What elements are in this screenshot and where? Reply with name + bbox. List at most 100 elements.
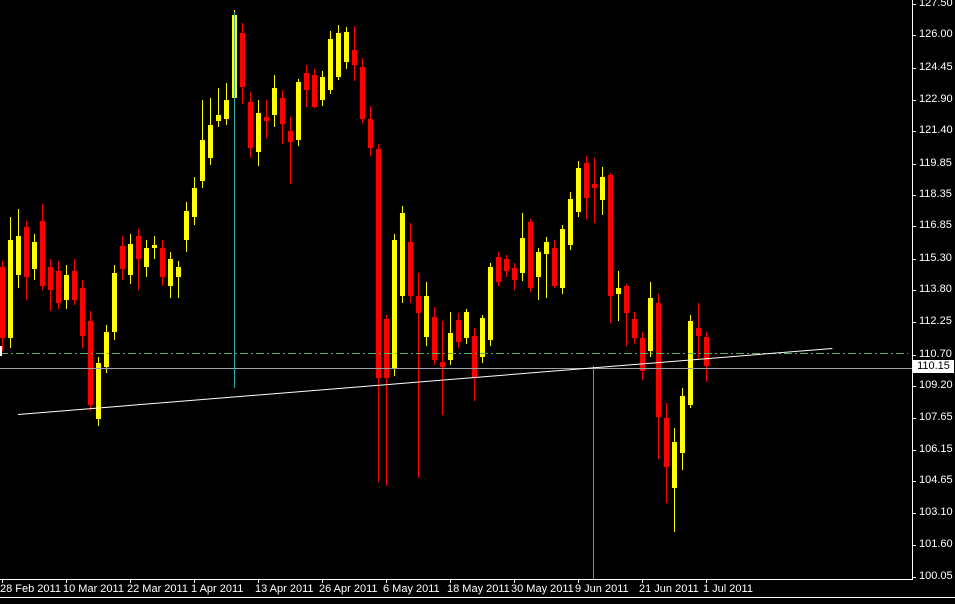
candle-body — [592, 183, 597, 188]
candle-body — [600, 177, 605, 201]
price-axis-tick — [912, 259, 916, 260]
candle-body — [688, 321, 693, 405]
time-axis-tick — [322, 580, 323, 583]
price-axis-label: 115.30 — [919, 252, 952, 264]
candle-body — [72, 271, 77, 301]
time-axis-label: 6 May 2011 — [383, 583, 440, 595]
time-axis-label: 22 Mar 2011 — [127, 583, 188, 595]
candle-body — [568, 199, 573, 246]
price-axis-label: 113.80 — [919, 283, 952, 295]
candle-body — [224, 100, 229, 119]
time-axis-tick — [66, 580, 67, 583]
price-axis-tick — [912, 164, 916, 165]
price-axis-tick — [912, 355, 916, 356]
candle-wick — [178, 260, 179, 299]
candle-body — [136, 235, 141, 259]
candle-body — [56, 271, 61, 303]
price-axis-tick — [912, 418, 916, 419]
candle-body — [672, 442, 677, 489]
candle-body — [336, 33, 341, 78]
price-axis-tick — [912, 545, 916, 546]
resistance-dashdot-line[interactable] — [0, 353, 908, 354]
candle-body — [512, 268, 517, 280]
candle-wick — [386, 315, 387, 487]
chart-plot-area[interactable] — [0, 0, 912, 579]
candle-body — [192, 187, 197, 217]
price-axis-label: 109.20 — [919, 379, 953, 391]
candle-body — [280, 97, 285, 125]
price-axis-label: 106.15 — [919, 443, 953, 455]
candle-body — [216, 114, 221, 121]
time-axis-tick — [386, 580, 387, 583]
candle-body — [440, 362, 445, 368]
candle-wick — [138, 229, 139, 290]
candle-body — [264, 116, 269, 121]
price-axis-label: 127.50 — [919, 0, 953, 9]
time-axis-border — [0, 579, 913, 580]
time-axis-label: 28 Feb 2011 — [0, 583, 61, 595]
trendline[interactable] — [18, 348, 833, 415]
current-price-line[interactable] — [0, 368, 912, 369]
price-axis-tick — [912, 195, 916, 196]
price-axis-label: 104.65 — [919, 474, 953, 486]
candle-body — [656, 302, 661, 418]
vertical-line-june[interactable] — [593, 366, 594, 579]
time-axis-tick — [706, 580, 707, 583]
candle-wick — [618, 271, 619, 322]
time-axis-label: 30 May 2011 — [511, 583, 574, 595]
candle-body — [680, 396, 685, 453]
candle-body — [552, 248, 557, 286]
candle-body — [392, 239, 397, 370]
candle-body — [104, 331, 109, 368]
candle-body — [144, 248, 149, 268]
candle-body — [272, 87, 277, 115]
candle-wick — [546, 236, 547, 299]
price-axis-tick — [912, 100, 916, 101]
candle-body — [64, 275, 69, 301]
price-axis-label: 107.65 — [919, 411, 953, 423]
price-axis-tick — [912, 481, 916, 482]
candle-body — [168, 258, 173, 286]
time-axis-label: 13 Apr 2011 — [255, 583, 314, 595]
price-axis-tick — [912, 322, 916, 323]
candle-body — [704, 336, 709, 367]
price-axis-tick — [912, 131, 916, 132]
candle-wick — [418, 273, 419, 478]
price-axis-tick — [912, 226, 916, 227]
candle-body — [608, 175, 613, 297]
price-axis-label: 124.45 — [919, 61, 953, 73]
candle-body — [424, 296, 429, 337]
candle-body — [208, 125, 213, 159]
candle-body — [24, 227, 29, 278]
candle-body — [48, 267, 53, 290]
time-axis-label: 1 Jul 2011 — [703, 583, 753, 595]
price-axis-label: 101.60 — [919, 538, 953, 550]
price-axis-label: 121.40 — [919, 124, 953, 136]
time-axis-label: 21 Jun 2011 — [639, 583, 699, 595]
time-axis-label: 18 May 2011 — [447, 583, 510, 595]
candle-body — [696, 327, 701, 336]
candle-body — [544, 241, 549, 255]
candle-body — [408, 241, 413, 297]
candle-body — [632, 319, 637, 338]
left-edge-white-mark — [0, 346, 2, 356]
candle-body — [184, 210, 189, 240]
window-bottom-border — [0, 597, 955, 598]
candle-body — [8, 239, 13, 338]
candle-body — [96, 363, 101, 420]
candle-body — [520, 237, 525, 274]
candle-body — [536, 252, 541, 278]
candle-wick — [218, 87, 219, 128]
candle-body — [16, 235, 21, 276]
candle-body — [352, 49, 357, 65]
candle-body — [400, 212, 405, 297]
time-axis-tick — [642, 580, 643, 583]
candle-body — [128, 244, 133, 276]
candle-body — [584, 162, 589, 199]
price-axis-tick — [912, 35, 916, 36]
candle-body — [88, 321, 93, 405]
vertical-line-april-peak[interactable] — [234, 12, 235, 388]
candle-body — [496, 256, 501, 282]
price-axis-label: 122.90 — [919, 93, 953, 105]
candle-body — [304, 72, 309, 90]
